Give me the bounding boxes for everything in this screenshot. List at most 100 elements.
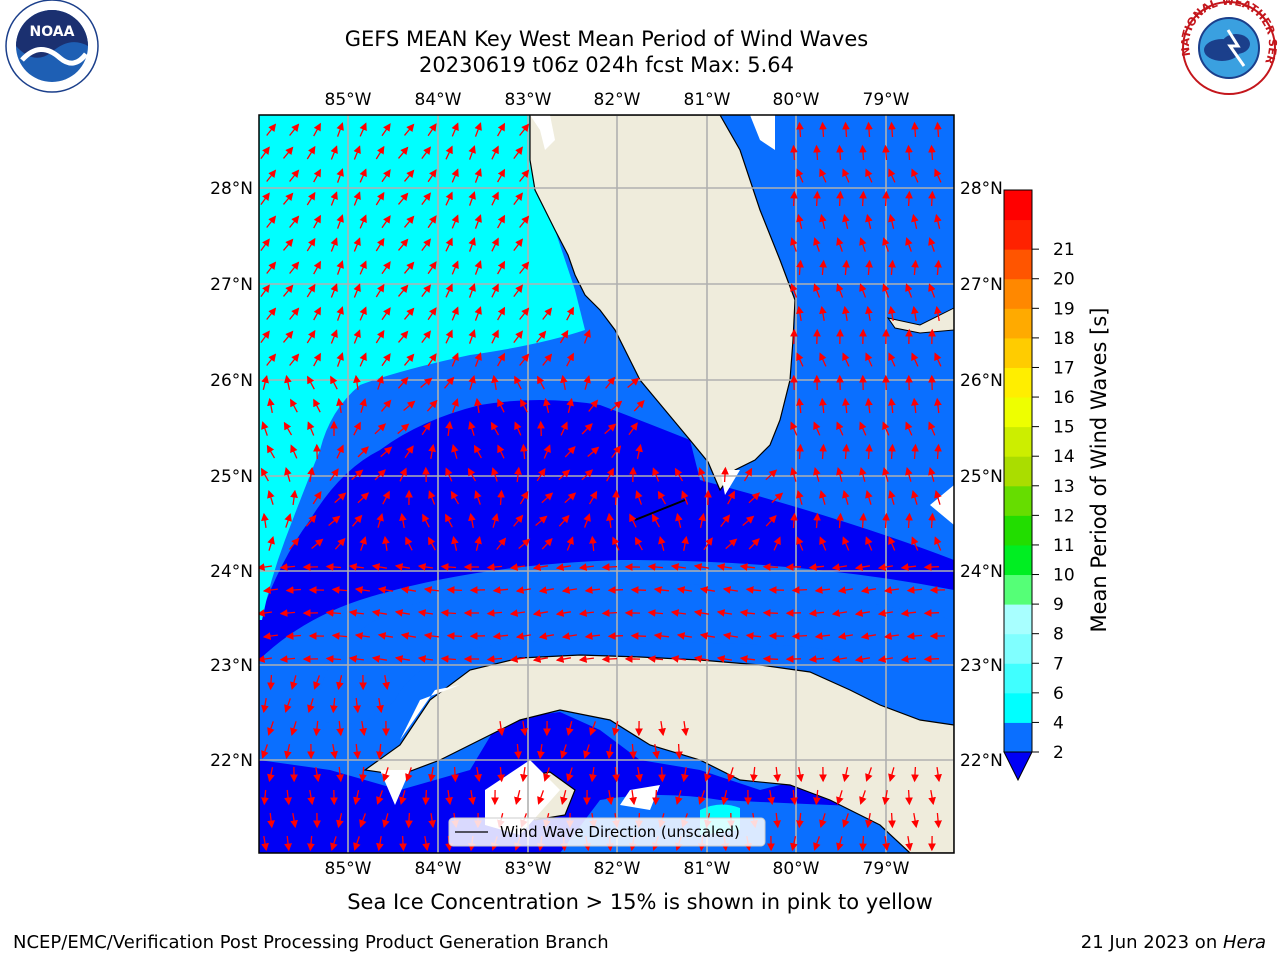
wind-wave-arrow xyxy=(934,305,942,322)
wind-wave-arrow xyxy=(860,586,877,594)
wind-wave-arrow xyxy=(371,655,388,663)
wind-wave-arrow xyxy=(796,397,804,414)
wind-wave-arrow xyxy=(261,744,269,759)
wind-wave-arrow xyxy=(266,169,277,182)
lat-label-right: 24°N xyxy=(960,562,1003,582)
wind-wave-arrow xyxy=(284,513,292,528)
wind-wave-arrow xyxy=(905,144,913,161)
wind-wave-arrow xyxy=(693,655,710,663)
wind-wave-arrow xyxy=(836,467,844,482)
wind-wave-arrow xyxy=(676,632,693,640)
wind-wave-arrow xyxy=(647,655,664,663)
wind-wave-arrow xyxy=(836,190,844,207)
wind-wave-arrow xyxy=(555,655,572,663)
wind-wave-arrow xyxy=(854,609,871,617)
wind-wave-arrow xyxy=(900,563,917,571)
lon-label-top: 79°W xyxy=(863,90,910,110)
wind-wave-arrow xyxy=(905,190,913,207)
wind-wave-arrow xyxy=(353,145,361,160)
wind-wave-arrow xyxy=(796,766,804,783)
wind-wave-arrow xyxy=(745,632,762,640)
wind-wave-arrow xyxy=(928,421,936,436)
lat-label-right: 23°N xyxy=(960,656,1003,676)
wind-wave-arrow xyxy=(647,563,664,571)
wind-wave-arrow xyxy=(417,563,433,571)
wind-wave-arrow xyxy=(819,259,827,276)
wind-wave-arrow xyxy=(492,632,509,640)
wind-wave-arrow xyxy=(359,352,367,367)
wind-wave-arrow xyxy=(330,329,338,344)
axis-tick-labels: 85°W 84°W 83°W 82°W 81°W 80°W 79°W 85°W … xyxy=(210,90,1003,879)
lat-label-right: 28°N xyxy=(960,179,1003,199)
wind-wave-arrow xyxy=(492,586,509,594)
wind-wave-arrow xyxy=(819,813,827,828)
wind-wave-arrow xyxy=(328,515,341,526)
wind-wave-arrow xyxy=(261,374,269,390)
wind-wave-arrow xyxy=(808,609,825,617)
wind-wave-arrow xyxy=(865,536,873,551)
wind-wave-arrow xyxy=(583,375,591,390)
wind-wave-arrow xyxy=(630,632,647,640)
wind-wave-arrow xyxy=(560,790,568,806)
wind-wave-arrow xyxy=(422,513,430,528)
wind-wave-arrow xyxy=(376,835,384,852)
wind-wave-arrow xyxy=(427,261,437,275)
wind-wave-arrow xyxy=(519,123,530,136)
wind-wave-arrow xyxy=(279,563,296,571)
wind-wave-arrow xyxy=(911,121,919,138)
wind-wave-arrow xyxy=(842,813,850,828)
wind-wave-arrow xyxy=(542,307,553,320)
wind-wave-arrow xyxy=(381,399,392,412)
wind-wave-arrow xyxy=(491,237,499,252)
lon-label-bottom: 80°W xyxy=(773,859,820,879)
wind-wave-arrow xyxy=(285,632,302,640)
wind-wave-arrow xyxy=(382,674,390,691)
title-line-1: GEFS MEAN Key West Mean Period of Wind W… xyxy=(344,27,869,51)
colorbar-segment xyxy=(1004,456,1032,487)
wind-wave-arrow xyxy=(813,421,821,436)
wind-wave-arrow xyxy=(934,536,942,551)
wind-wave-arrow xyxy=(468,789,476,806)
wind-wave-arrow xyxy=(474,122,482,137)
wind-wave-arrow xyxy=(359,720,367,737)
wind-wave-arrow xyxy=(473,444,482,459)
wind-wave-arrow xyxy=(306,283,316,298)
wind-wave-arrow xyxy=(934,121,942,138)
wind-wave-arrow xyxy=(497,444,505,459)
colorbar-segment xyxy=(1004,367,1032,398)
wind-wave-arrow xyxy=(307,466,315,483)
wind-wave-arrow xyxy=(865,443,873,460)
wind-wave-arrow xyxy=(266,123,277,136)
wind-wave-arrow xyxy=(578,563,594,571)
wind-wave-arrow xyxy=(468,329,476,344)
wind-wave-arrow xyxy=(720,514,731,527)
wind-wave-arrow xyxy=(491,513,499,528)
wind-wave-arrow xyxy=(353,697,361,714)
wind-wave-arrow xyxy=(911,443,919,460)
wind-wave-arrow xyxy=(306,145,316,160)
wind-wave-arrow xyxy=(374,469,386,481)
wind-wave-arrow xyxy=(566,536,574,551)
wind-wave-arrow xyxy=(865,812,873,829)
wind-wave-arrow xyxy=(790,836,798,852)
wind-wave-arrow xyxy=(865,397,873,414)
wind-wave-arrow xyxy=(814,632,831,640)
wind-wave-arrow xyxy=(284,374,292,390)
wind-wave-arrow xyxy=(259,609,272,617)
wind-wave-arrow xyxy=(721,790,729,806)
wind-wave-arrow xyxy=(336,260,344,275)
wind-wave-arrow xyxy=(905,789,913,806)
wind-wave-arrow xyxy=(513,284,523,297)
wind-wave-arrow xyxy=(451,306,459,321)
wind-wave-arrow xyxy=(601,655,618,663)
wind-wave-arrow xyxy=(490,421,500,436)
wind-wave-arrow xyxy=(468,145,476,160)
wind-wave-arrow xyxy=(451,168,459,183)
wind-wave-arrow xyxy=(422,789,430,806)
wind-wave-arrow xyxy=(497,122,506,137)
wind-wave-arrow xyxy=(261,789,269,806)
wind-wave-arrow xyxy=(859,835,867,852)
wind-wave-arrow xyxy=(796,352,804,367)
wind-wave-arrow xyxy=(371,609,388,617)
wind-wave-arrow xyxy=(911,259,919,276)
